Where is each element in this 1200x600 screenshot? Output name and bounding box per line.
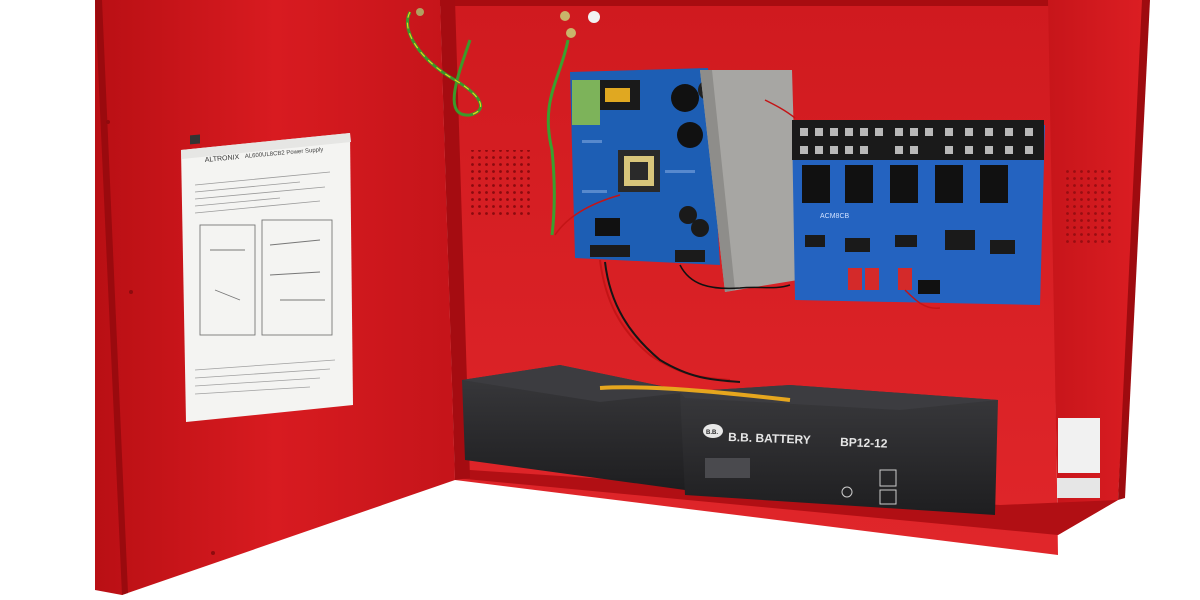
door-mark — [129, 290, 133, 294]
mounting-screw — [588, 11, 600, 23]
sheet-brand: ALTRONIX — [205, 154, 240, 164]
side-label — [1057, 478, 1100, 498]
ground-wire-stripe — [406, 11, 482, 116]
battery-strap — [599, 385, 791, 402]
board-wire — [554, 194, 621, 236]
board-label: ACM8CB — [820, 213, 850, 220]
battery-logo-icon — [703, 424, 723, 438]
enclosure-right-wall — [1048, 0, 1145, 535]
door-left-edge — [95, 0, 128, 595]
battery-model: BP12-12 — [840, 435, 888, 451]
metal-bracket-shade — [700, 70, 735, 292]
enclosure-top-edge — [430, 0, 1060, 6]
power-supply-board — [570, 68, 720, 265]
side-label — [1058, 418, 1100, 473]
enclosure-right-wall-edge — [1118, 0, 1150, 500]
door-instruction-sheet: ALTRONIX AL600UL8CB2 Power Supply — [181, 133, 353, 422]
mounting-screw — [566, 28, 576, 38]
board-wire — [679, 264, 791, 290]
distribution-board: ACM8CB — [792, 120, 1045, 305]
battery-logo-text: B.B. — [706, 430, 718, 436]
door-mark — [211, 551, 215, 555]
battery-brand: B.B. BATTERY — [728, 430, 811, 447]
battery-right: B.B. B.B. BATTERY BP12-12 — [680, 385, 998, 515]
mounting-screw — [560, 11, 570, 21]
board-wire — [764, 99, 796, 119]
vent-grille-right — [1065, 170, 1113, 245]
battery-left — [462, 365, 690, 490]
vent-grille-left — [468, 150, 530, 218]
psu-ground-wire — [546, 39, 570, 236]
ground-screw — [416, 8, 424, 16]
battery-wire-black — [604, 261, 741, 383]
door-hinge-edge — [440, 0, 470, 480]
enclosure-floor — [455, 470, 1118, 535]
door-mark — [106, 120, 110, 124]
board-wire — [904, 289, 941, 309]
